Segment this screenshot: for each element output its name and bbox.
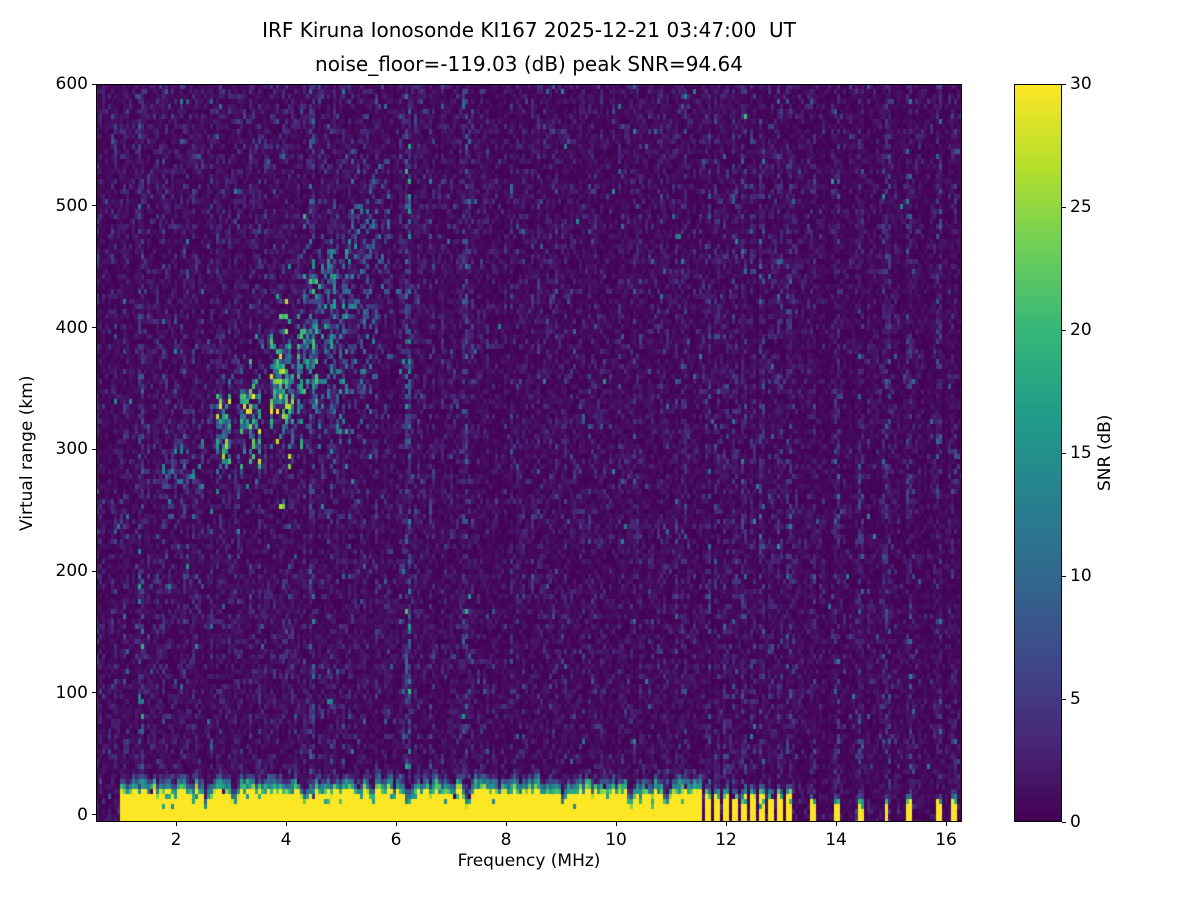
- y-tick-label: 600: [55, 74, 88, 94]
- y-tick-label: 400: [55, 317, 88, 338]
- y-tick-label: 100: [55, 682, 88, 703]
- chart-title: IRF Kiruna Ionosonde KI167 2025-12-21 03…: [262, 18, 796, 42]
- y-tick-label: 500: [55, 195, 88, 216]
- ionogram-heatmap: [96, 84, 962, 822]
- colorbar-tick-mark: [1062, 575, 1066, 577]
- x-tick-label: 14: [825, 830, 847, 850]
- x-tick-mark: [285, 822, 287, 826]
- x-tick-mark: [175, 822, 177, 826]
- y-tick-mark: [92, 570, 96, 572]
- x-tick-label: 4: [280, 830, 292, 850]
- colorbar-tick-label: 5: [1070, 689, 1081, 709]
- x-tick-label: 12: [715, 830, 737, 850]
- colorbar-label: SNR (dB): [1095, 414, 1115, 492]
- y-tick-label: 300: [55, 439, 88, 460]
- x-tick-label: 10: [605, 830, 627, 850]
- x-tick-mark: [725, 822, 727, 826]
- colorbar-tick-mark: [1062, 329, 1066, 331]
- x-tick-mark: [615, 822, 617, 826]
- x-tick-mark: [945, 822, 947, 826]
- colorbar-tick-mark: [1062, 452, 1066, 454]
- colorbar-tick-label: 20: [1070, 320, 1092, 340]
- colorbar-tick-mark: [1062, 821, 1066, 823]
- y-tick-label: 200: [55, 561, 88, 582]
- x-tick-label: 8: [500, 830, 512, 850]
- y-tick-mark: [92, 692, 96, 694]
- colorbar-tick-mark: [1062, 83, 1066, 85]
- colorbar-tick-label: 10: [1070, 566, 1092, 586]
- colorbar-canvas: [1014, 84, 1062, 822]
- y-tick-mark: [92, 205, 96, 207]
- chart-subtitle: noise_floor=-119.03 (dB) peak SNR=94.64: [315, 52, 743, 76]
- x-tick-mark: [835, 822, 837, 826]
- x-tick-label: 16: [935, 830, 957, 850]
- x-tick-mark: [505, 822, 507, 826]
- y-tick-mark: [92, 83, 96, 85]
- x-tick-label: 6: [390, 830, 402, 850]
- colorbar-tick-label: 15: [1070, 443, 1092, 463]
- y-tick-mark: [92, 814, 96, 816]
- colorbar-tick-mark: [1062, 206, 1066, 208]
- colorbar-tick-label: 0: [1070, 812, 1081, 832]
- x-tick-label: 2: [170, 830, 182, 850]
- y-tick-mark: [92, 448, 96, 450]
- colorbar-tick-label: 30: [1070, 74, 1092, 94]
- colorbar-tick-label: 25: [1070, 197, 1092, 217]
- y-tick-label: 0: [77, 804, 88, 825]
- colorbar-tick-mark: [1062, 698, 1066, 700]
- x-axis-label: Frequency (MHz): [457, 851, 601, 871]
- x-tick-mark: [395, 822, 397, 826]
- y-tick-mark: [92, 327, 96, 329]
